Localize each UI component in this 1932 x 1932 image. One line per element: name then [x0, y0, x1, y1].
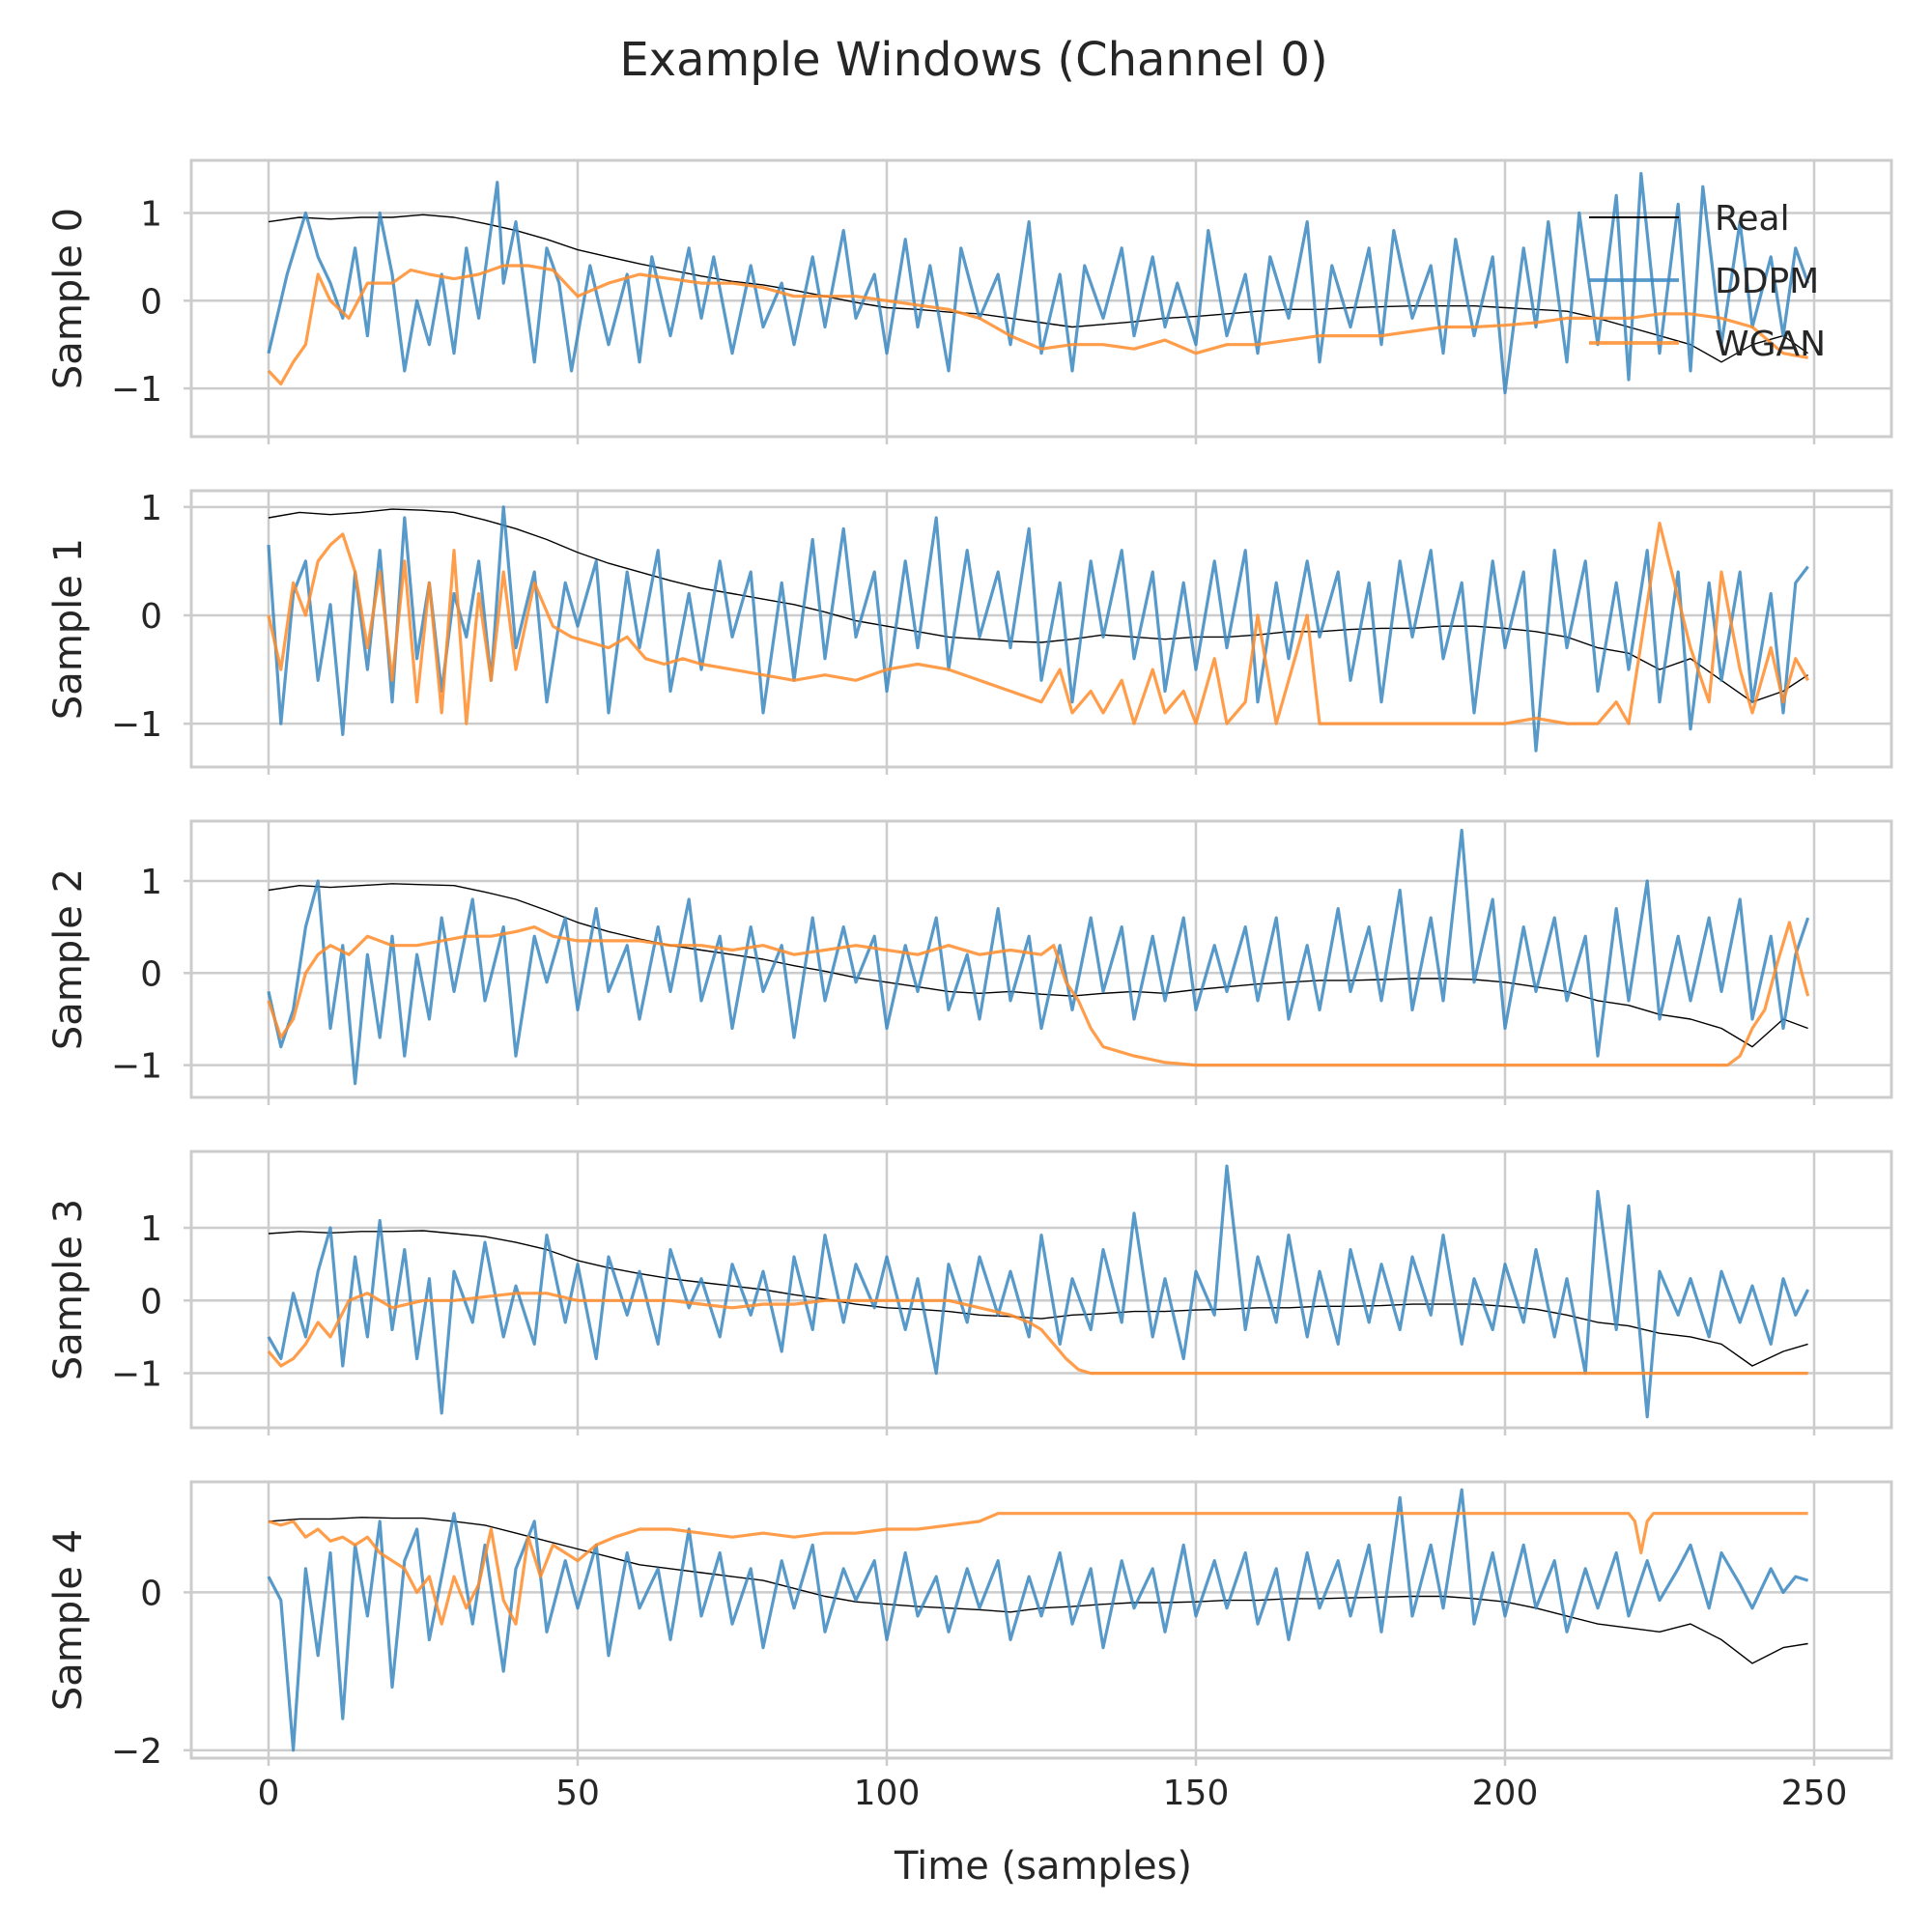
y-axis-label: Sample 0: [46, 208, 91, 389]
series-group: [267, 828, 1810, 1086]
y-tick-label: 0: [140, 1574, 162, 1613]
legend-label: DDPM: [1715, 262, 1819, 301]
x-axis-label: Time (samples): [894, 1844, 1192, 1889]
panel-1: −1 0 1 Sample 1: [46, 489, 1893, 775]
x-tick-label: 200: [1472, 1774, 1539, 1813]
x-tick-label: 0: [258, 1774, 280, 1813]
y-tick-label: 1: [140, 489, 162, 528]
series-line-wgan: [268, 1512, 1808, 1626]
legend-label: Real: [1715, 199, 1790, 239]
panel-2: −1 0 1 Sample 2: [46, 819, 1893, 1105]
series-line-ddpm: [267, 1488, 1809, 1752]
y-tick-label: −1: [111, 1047, 162, 1087]
series-line-wgan: [267, 1292, 1808, 1376]
panels: −1 0 1 Sample 0 Real DDPM WGAN −1 0 1 Sample 1 −1 0 1…: [46, 158, 1893, 1813]
series-line-ddpm: [267, 1164, 1810, 1419]
series-line-ddpm: [267, 505, 1809, 753]
y-axis-label: Sample 2: [46, 868, 91, 1050]
panel-frame: [189, 1150, 1893, 1430]
y-tick-label: 1: [140, 1209, 162, 1249]
y-tick-label: 1: [140, 863, 162, 902]
y-tick-label: 1: [140, 194, 162, 234]
series-line-real: [268, 1517, 1808, 1664]
series-line-wgan: [267, 521, 1809, 725]
series-line-real: [268, 883, 1808, 1048]
series-group: [267, 172, 1810, 395]
series-group: [267, 505, 1809, 753]
series-line-real: [268, 1230, 1808, 1367]
x-tick-label: 150: [1163, 1774, 1230, 1813]
panel-4: −2 0 Sample 4: [46, 1480, 1893, 1772]
x-tick-label: 100: [854, 1774, 921, 1813]
y-tick-label: −1: [111, 1355, 162, 1395]
y-tick-label: −1: [111, 705, 162, 745]
y-axis-label: Sample 3: [46, 1199, 91, 1380]
y-tick-label: −2: [111, 1732, 162, 1772]
y-tick-label: −1: [111, 370, 162, 410]
series-line-wgan: [267, 921, 1810, 1067]
series-group: [267, 1164, 1810, 1419]
y-tick-label: 0: [140, 954, 162, 994]
panel-0: −1 0 1 Sample 0 Real DDPM WGAN: [46, 158, 1893, 444]
y-tick-label: 0: [140, 1282, 162, 1321]
y-tick-label: 0: [140, 282, 162, 322]
series-line-real: [268, 213, 1809, 363]
legend-label: WGAN: [1715, 325, 1826, 364]
y-axis-label: Sample 1: [46, 538, 91, 720]
x-tick-label: 250: [1781, 1774, 1848, 1813]
x-tick-label: 50: [555, 1774, 600, 1813]
panel-frame: [189, 819, 1893, 1099]
series-line-ddpm: [267, 172, 1810, 395]
series-line-real: [268, 508, 1808, 703]
chart-title: Example Windows (Channel 0): [619, 33, 1327, 87]
y-axis-label: Sample 4: [46, 1529, 91, 1711]
y-tick-label: 0: [140, 597, 162, 637]
series-group: [267, 1488, 1809, 1752]
legend: Real DDPM WGAN: [1589, 199, 1826, 364]
series-line-wgan: [267, 264, 1808, 386]
panel-3: −1 0 1 Sample 3: [46, 1150, 1893, 1435]
series-line-ddpm: [267, 828, 1810, 1086]
